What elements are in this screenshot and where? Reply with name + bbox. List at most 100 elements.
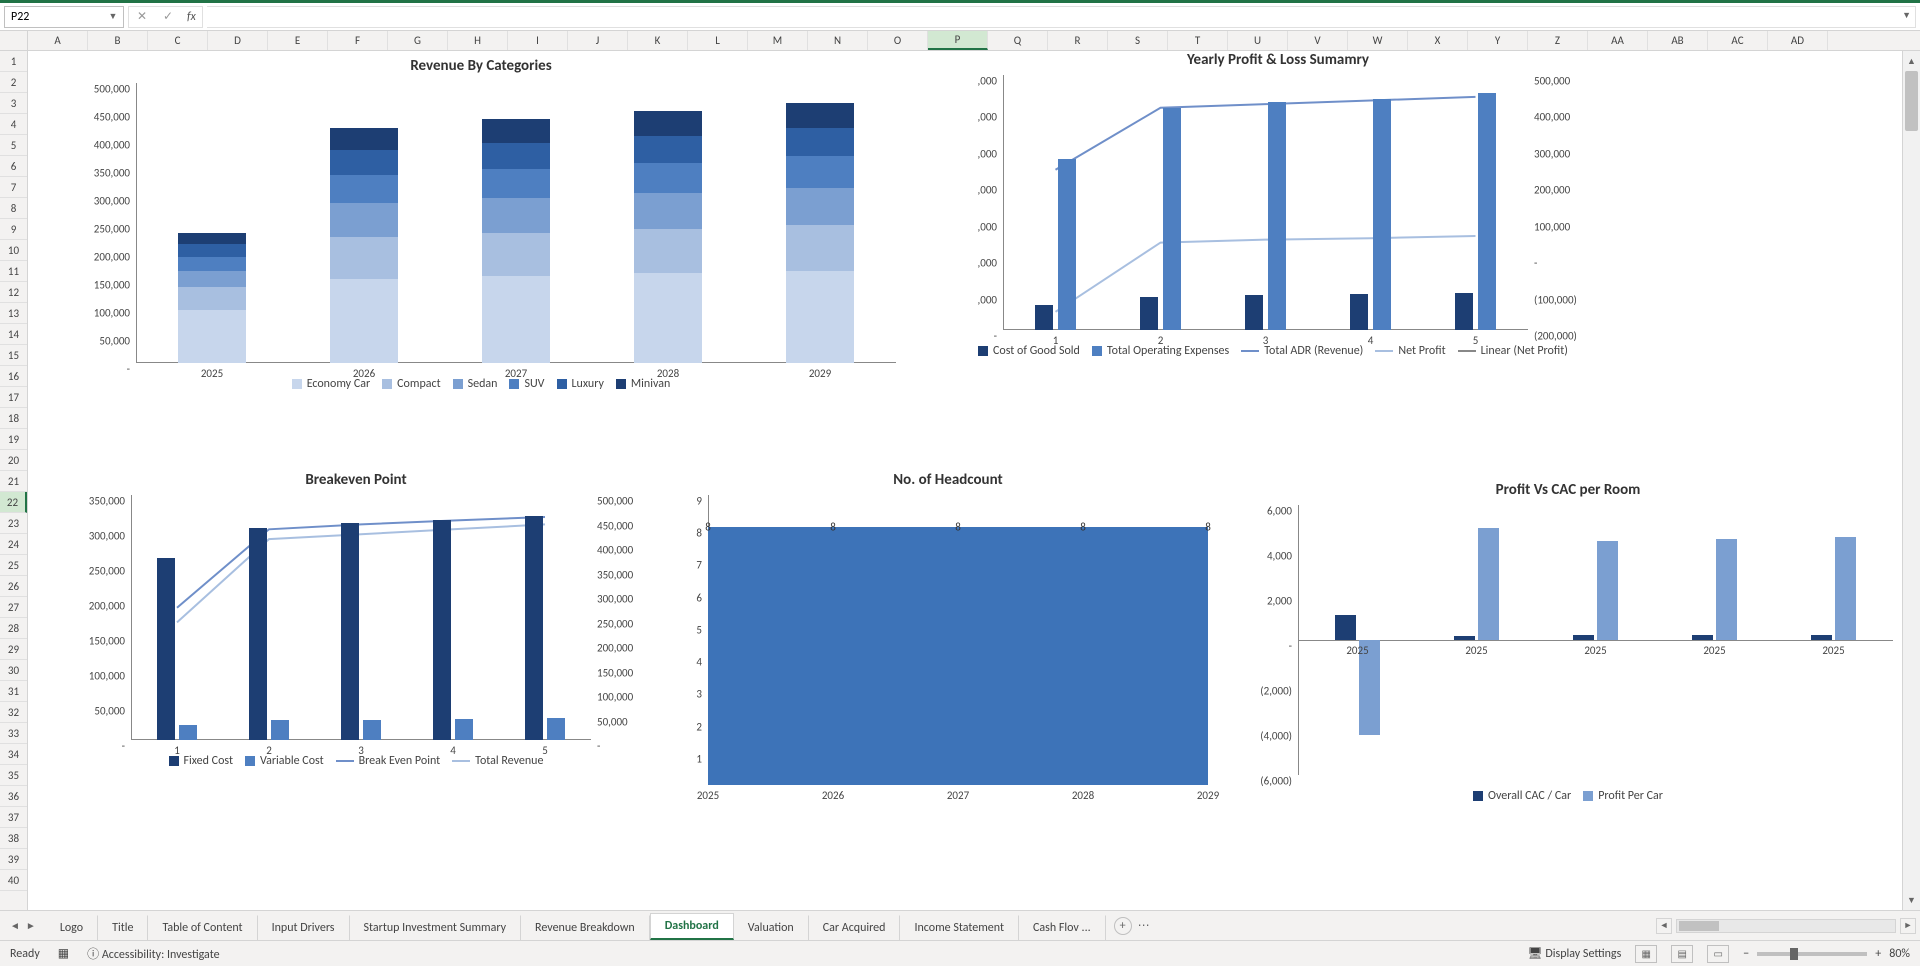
row-header-2[interactable]: 2 [0, 72, 27, 93]
horizontal-scrollbar[interactable]: ◄ ► [1156, 911, 1920, 940]
sheet-tab-income-statement[interactable]: Income Statement [900, 915, 1019, 940]
scroll-up-icon[interactable]: ▲ [1903, 53, 1920, 69]
row-header-15[interactable]: 15 [0, 345, 27, 366]
column-header-H[interactable]: H [448, 31, 508, 50]
sheet-tab-car-acquired[interactable]: Car Acquired [809, 915, 901, 940]
row-header-33[interactable]: 33 [0, 723, 27, 744]
normal-view-button[interactable]: ▦ [1635, 945, 1657, 963]
scroll-thumb[interactable] [1905, 71, 1918, 131]
sheet-tab-title[interactable]: Title [98, 915, 148, 940]
column-header-K[interactable]: K [628, 31, 688, 50]
new-sheet-button[interactable]: + [1114, 917, 1132, 935]
row-header-4[interactable]: 4 [0, 114, 27, 135]
column-header-AC[interactable]: AC [1708, 31, 1768, 50]
row-header-9[interactable]: 9 [0, 219, 27, 240]
row-header-11[interactable]: 11 [0, 261, 27, 282]
row-header-20[interactable]: 20 [0, 450, 27, 471]
zoom-level[interactable]: 80% [1889, 947, 1910, 961]
row-header-39[interactable]: 39 [0, 849, 27, 870]
zoom-in-button[interactable]: + [1875, 947, 1881, 961]
confirm-formula-button[interactable]: ✓ [155, 7, 181, 27]
column-header-Q[interactable]: Q [988, 31, 1048, 50]
display-settings-button[interactable]: 🖥 Display Settings [1527, 946, 1621, 961]
column-header-D[interactable]: D [208, 31, 268, 50]
column-header-G[interactable]: G [388, 31, 448, 50]
sheet-tab-logo[interactable]: Logo [46, 915, 98, 940]
row-header-23[interactable]: 23 [0, 513, 27, 534]
fx-label[interactable]: fx [181, 10, 202, 24]
column-header-X[interactable]: X [1408, 31, 1468, 50]
row-header-35[interactable]: 35 [0, 765, 27, 786]
sheet-tab-valuation[interactable]: Valuation [734, 915, 809, 940]
hscroll-thumb[interactable] [1679, 921, 1719, 931]
name-box-dropdown-icon[interactable]: ▼ [105, 9, 121, 25]
zoom-out-button[interactable]: − [1743, 947, 1749, 961]
row-header-31[interactable]: 31 [0, 681, 27, 702]
column-header-C[interactable]: C [148, 31, 208, 50]
row-header-19[interactable]: 19 [0, 429, 27, 450]
sheet-tab-revenue-breakdown[interactable]: Revenue Breakdown [521, 915, 650, 940]
column-header-T[interactable]: T [1168, 31, 1228, 50]
row-header-12[interactable]: 12 [0, 282, 27, 303]
row-header-7[interactable]: 7 [0, 177, 27, 198]
row-header-32[interactable]: 32 [0, 702, 27, 723]
column-header-W[interactable]: W [1348, 31, 1408, 50]
sheet-tab-startup-investment-summary[interactable]: Startup Investment Summary [350, 915, 522, 940]
sheet-tab-table-of-content[interactable]: Table of Content [148, 915, 257, 940]
sheet-canvas[interactable]: Revenue By Categories -50,000100,000150,… [28, 51, 1902, 910]
row-header-27[interactable]: 27 [0, 597, 27, 618]
hscroll-track[interactable] [1676, 919, 1896, 933]
column-header-I[interactable]: I [508, 31, 568, 50]
column-header-O[interactable]: O [868, 31, 928, 50]
row-header-25[interactable]: 25 [0, 555, 27, 576]
macro-record-icon[interactable]: ▦ [58, 946, 69, 961]
column-header-F[interactable]: F [328, 31, 388, 50]
row-header-1[interactable]: 1 [0, 51, 27, 72]
worksheet-grid[interactable]: 1234567891011121314151617181920212223242… [0, 51, 1920, 910]
zoom-slider[interactable] [1757, 952, 1867, 956]
row-header-37[interactable]: 37 [0, 807, 27, 828]
column-header-L[interactable]: L [688, 31, 748, 50]
scroll-down-icon[interactable]: ▼ [1903, 892, 1920, 908]
tab-first-icon[interactable]: ◄ [10, 919, 20, 932]
column-header-B[interactable]: B [88, 31, 148, 50]
row-header-34[interactable]: 34 [0, 744, 27, 765]
row-header-21[interactable]: 21 [0, 471, 27, 492]
row-header-18[interactable]: 18 [0, 408, 27, 429]
column-header-S[interactable]: S [1108, 31, 1168, 50]
row-header-5[interactable]: 5 [0, 135, 27, 156]
row-header-3[interactable]: 3 [0, 93, 27, 114]
tab-next-icon[interactable]: ► [26, 919, 36, 932]
row-header-14[interactable]: 14 [0, 324, 27, 345]
column-header-V[interactable]: V [1288, 31, 1348, 50]
row-header-24[interactable]: 24 [0, 534, 27, 555]
column-header-E[interactable]: E [268, 31, 328, 50]
row-header-8[interactable]: 8 [0, 198, 27, 219]
cancel-formula-button[interactable]: ✕ [129, 7, 155, 27]
column-header-A[interactable]: A [28, 31, 88, 50]
formula-input[interactable]: ▼ [207, 6, 1916, 28]
hscroll-right-icon[interactable]: ► [1900, 918, 1916, 934]
column-header-AB[interactable]: AB [1648, 31, 1708, 50]
column-header-M[interactable]: M [748, 31, 808, 50]
row-header-6[interactable]: 6 [0, 156, 27, 177]
sheet-tab-cash-flov-[interactable]: Cash Flov ... [1019, 915, 1106, 940]
column-header-J[interactable]: J [568, 31, 628, 50]
row-header-16[interactable]: 16 [0, 366, 27, 387]
accessibility-status[interactable]: ⓘ Accessibility: Investigate [87, 945, 219, 962]
row-header-40[interactable]: 40 [0, 870, 27, 891]
row-header-17[interactable]: 17 [0, 387, 27, 408]
row-header-22[interactable]: 22 [0, 492, 27, 513]
column-header-N[interactable]: N [808, 31, 868, 50]
row-header-28[interactable]: 28 [0, 618, 27, 639]
column-header-AD[interactable]: AD [1768, 31, 1828, 50]
formula-expand-icon[interactable]: ▼ [1902, 10, 1911, 21]
row-header-29[interactable]: 29 [0, 639, 27, 660]
vertical-scrollbar[interactable]: ▲ ▼ [1902, 51, 1920, 910]
row-header-30[interactable]: 30 [0, 660, 27, 681]
column-header-R[interactable]: R [1048, 31, 1108, 50]
column-header-U[interactable]: U [1228, 31, 1288, 50]
sheet-tab-dashboard[interactable]: Dashboard [650, 913, 734, 940]
tab-more-icon[interactable]: ⋯ [1132, 913, 1156, 938]
name-box[interactable]: P22 ▼ [4, 6, 124, 28]
